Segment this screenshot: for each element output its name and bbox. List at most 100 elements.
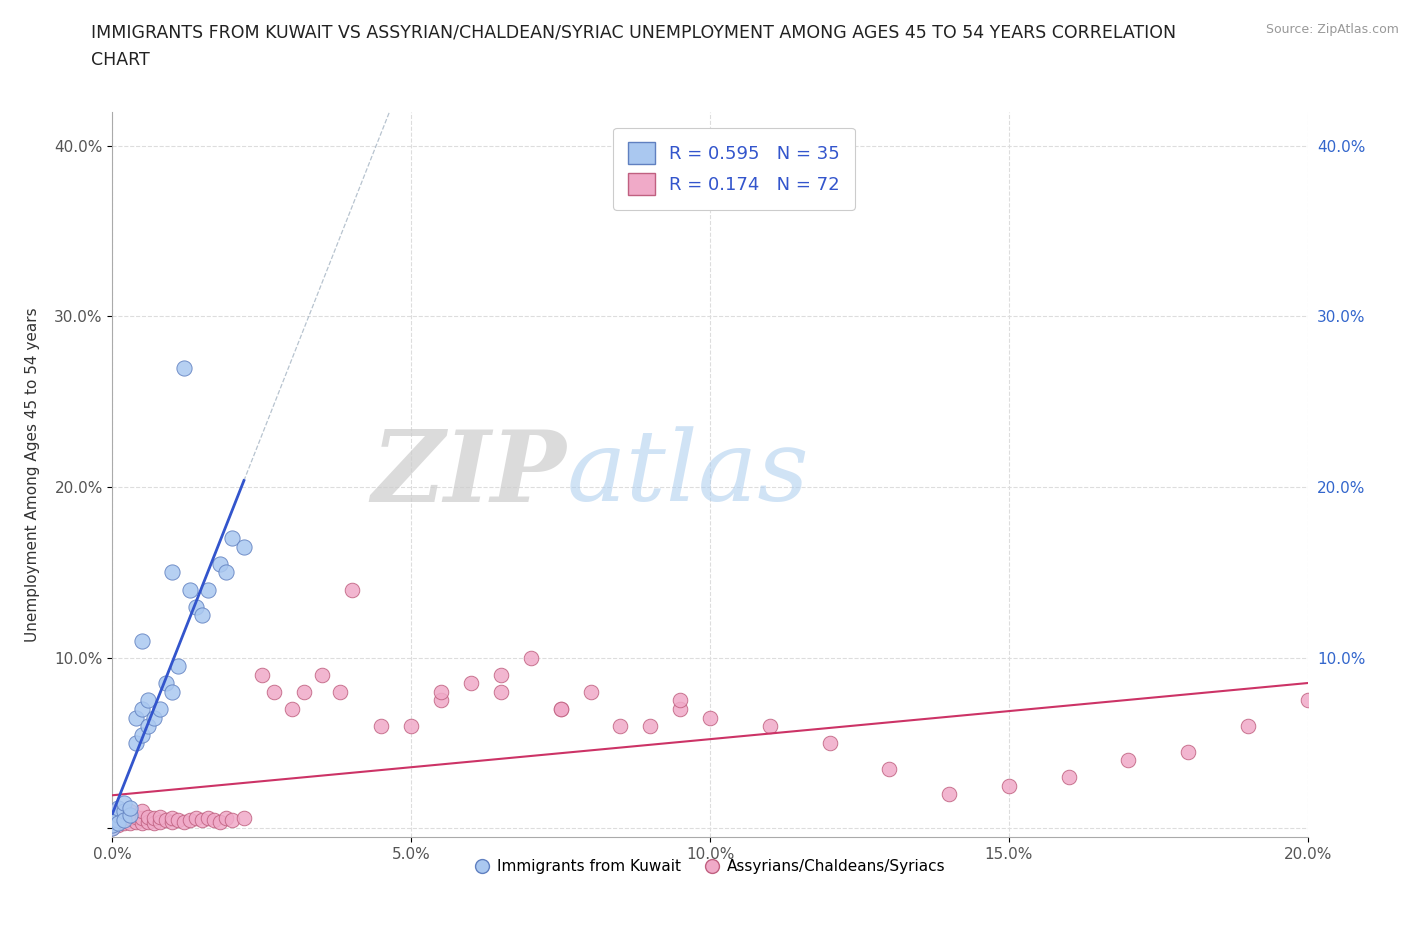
Point bbox=[120, 807, 142, 822]
Point bbox=[221, 531, 243, 546]
Point bbox=[107, 817, 129, 832]
Legend: Immigrants from Kuwait, Assyrians/Chaldeans/Syriacs: Immigrants from Kuwait, Assyrians/Chalde… bbox=[468, 853, 952, 880]
Point bbox=[149, 809, 172, 824]
Point bbox=[107, 801, 129, 816]
Point bbox=[101, 807, 124, 822]
Point bbox=[125, 814, 148, 829]
Point bbox=[138, 719, 160, 734]
Point bbox=[197, 582, 219, 597]
Point bbox=[879, 762, 901, 777]
Point bbox=[114, 811, 135, 826]
Point bbox=[759, 719, 782, 734]
Point bbox=[101, 813, 124, 828]
Point bbox=[107, 813, 129, 828]
Point bbox=[1057, 770, 1080, 785]
Point bbox=[1177, 744, 1199, 759]
Point bbox=[191, 607, 214, 622]
Point bbox=[167, 658, 190, 673]
Point bbox=[162, 811, 183, 826]
Point bbox=[101, 821, 124, 836]
Point bbox=[114, 804, 135, 818]
Point bbox=[143, 811, 166, 826]
Point bbox=[173, 360, 195, 375]
Point bbox=[430, 693, 453, 708]
Point bbox=[114, 804, 135, 818]
Point bbox=[311, 668, 333, 683]
Point bbox=[669, 701, 692, 716]
Point bbox=[114, 816, 135, 830]
Point bbox=[107, 807, 129, 822]
Point bbox=[520, 650, 543, 665]
Point bbox=[162, 684, 183, 699]
Point bbox=[579, 684, 602, 699]
Y-axis label: Unemployment Among Ages 45 to 54 years: Unemployment Among Ages 45 to 54 years bbox=[25, 307, 41, 642]
Point bbox=[138, 814, 160, 829]
Point bbox=[101, 817, 124, 832]
Point bbox=[143, 816, 166, 830]
Text: Source: ZipAtlas.com: Source: ZipAtlas.com bbox=[1265, 23, 1399, 36]
Point bbox=[120, 811, 142, 826]
Point bbox=[138, 809, 160, 824]
Point bbox=[120, 801, 142, 816]
Point bbox=[370, 719, 392, 734]
Point bbox=[131, 701, 153, 716]
Point bbox=[292, 684, 315, 699]
Point bbox=[101, 813, 124, 828]
Point bbox=[1296, 693, 1319, 708]
Point bbox=[998, 778, 1021, 793]
Point bbox=[818, 736, 841, 751]
Point bbox=[155, 676, 177, 691]
Point bbox=[101, 821, 124, 836]
Point bbox=[1237, 719, 1260, 734]
Text: ZIP: ZIP bbox=[371, 426, 567, 523]
Point bbox=[107, 816, 129, 830]
Point bbox=[489, 668, 512, 683]
Point bbox=[209, 814, 232, 829]
Point bbox=[215, 565, 238, 580]
Point bbox=[149, 701, 172, 716]
Point bbox=[131, 633, 153, 648]
Point bbox=[131, 727, 153, 742]
Point bbox=[202, 813, 225, 828]
Point bbox=[550, 701, 572, 716]
Point bbox=[125, 711, 148, 725]
Point bbox=[250, 668, 273, 683]
Point bbox=[131, 811, 153, 826]
Point bbox=[233, 539, 256, 554]
Point bbox=[640, 719, 662, 734]
Point bbox=[430, 684, 453, 699]
Point bbox=[209, 556, 232, 571]
Point bbox=[143, 711, 166, 725]
Point bbox=[101, 817, 124, 832]
Point bbox=[340, 582, 363, 597]
Point bbox=[186, 811, 208, 826]
Point bbox=[162, 814, 183, 829]
Point bbox=[233, 811, 256, 826]
Point bbox=[114, 813, 135, 828]
Point bbox=[281, 701, 304, 716]
Point bbox=[131, 816, 153, 830]
Point bbox=[155, 813, 177, 828]
Point bbox=[167, 813, 190, 828]
Point bbox=[263, 684, 285, 699]
Point bbox=[125, 736, 148, 751]
Point bbox=[215, 811, 238, 826]
Point bbox=[669, 693, 692, 708]
Point bbox=[179, 813, 201, 828]
Point bbox=[138, 693, 160, 708]
Text: IMMIGRANTS FROM KUWAIT VS ASSYRIAN/CHALDEAN/SYRIAC UNEMPLOYMENT AMONG AGES 45 TO: IMMIGRANTS FROM KUWAIT VS ASSYRIAN/CHALD… bbox=[91, 23, 1177, 41]
Point bbox=[101, 804, 124, 818]
Point bbox=[162, 565, 183, 580]
Point bbox=[329, 684, 352, 699]
Point bbox=[149, 814, 172, 829]
Point bbox=[125, 809, 148, 824]
Text: atlas: atlas bbox=[567, 427, 810, 522]
Point bbox=[179, 582, 201, 597]
Point bbox=[699, 711, 721, 725]
Point bbox=[101, 807, 124, 822]
Point bbox=[1118, 752, 1140, 767]
Point bbox=[120, 816, 142, 830]
Point bbox=[197, 811, 219, 826]
Point bbox=[131, 804, 153, 818]
Point bbox=[107, 807, 129, 822]
